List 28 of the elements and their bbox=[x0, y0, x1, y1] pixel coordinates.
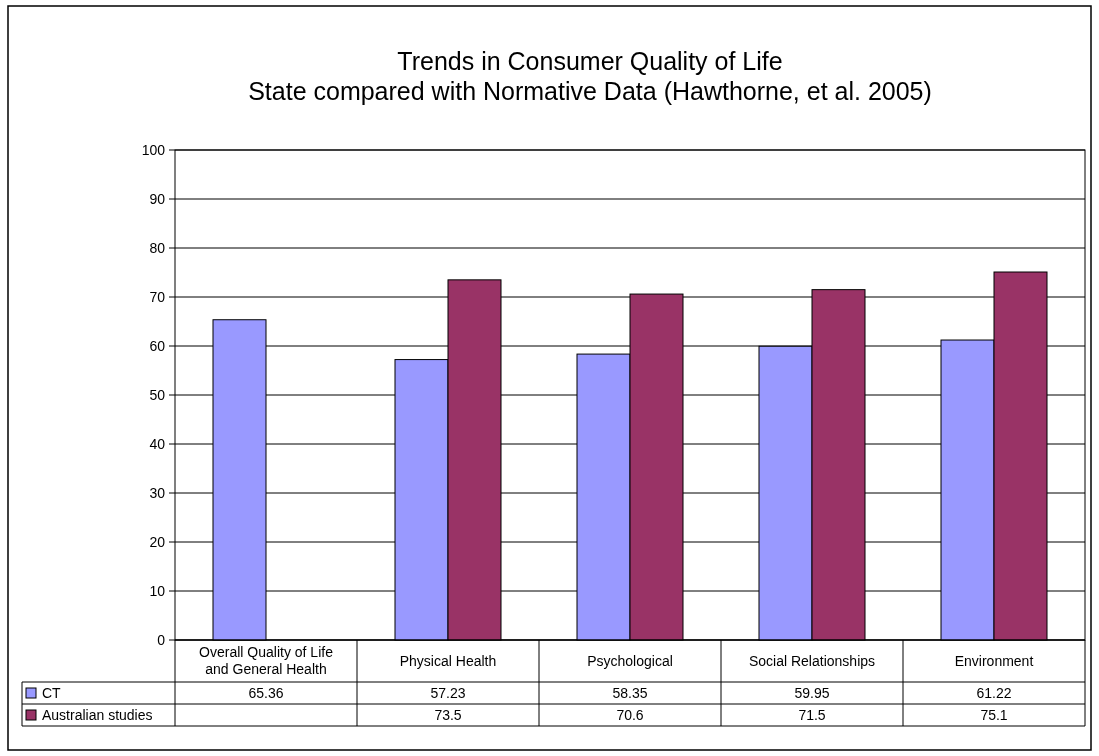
legend-label: CT bbox=[42, 684, 62, 701]
data-label: 73.5 bbox=[434, 706, 462, 723]
x-tick-label: Environment bbox=[954, 652, 1034, 669]
y-tick-label: 100 bbox=[141, 141, 166, 158]
y-tick-label: 20 bbox=[149, 533, 166, 550]
y-tick-label: 40 bbox=[149, 435, 166, 452]
y-tick-label: 30 bbox=[149, 484, 166, 501]
y-tick-label: 80 bbox=[149, 239, 166, 256]
x-tick-label: Psychological bbox=[587, 652, 673, 669]
data-label: 71.5 bbox=[798, 706, 826, 723]
data-label: 70.6 bbox=[616, 706, 644, 723]
data-label: 65.36 bbox=[248, 684, 284, 701]
data-label: 59.95 bbox=[794, 684, 830, 701]
y-tick-label: 50 bbox=[149, 386, 166, 403]
legend-label: Australian studies bbox=[42, 706, 153, 723]
data-label: 61.22 bbox=[976, 684, 1012, 701]
x-tick-label: Overall Quality of Life and General Health bbox=[199, 644, 334, 678]
y-tick-label: 90 bbox=[149, 190, 166, 207]
y-tick-label: 70 bbox=[149, 288, 166, 305]
data-label: 57.23 bbox=[430, 684, 466, 701]
y-tick-label: 60 bbox=[149, 337, 166, 354]
x-tick-label: Social Relationships bbox=[748, 652, 876, 669]
data-label: 58.35 bbox=[612, 684, 648, 701]
chart-title: Trends in Consumer Quality of Life State compared with Normative Data (Hawthorne, et al. 2005) bbox=[248, 47, 932, 105]
x-tick-label: Physical Health bbox=[399, 652, 497, 669]
y-tick-label: 0 bbox=[157, 631, 166, 648]
y-tick-label: 10 bbox=[149, 582, 166, 599]
data-label: 75.1 bbox=[980, 706, 1008, 723]
